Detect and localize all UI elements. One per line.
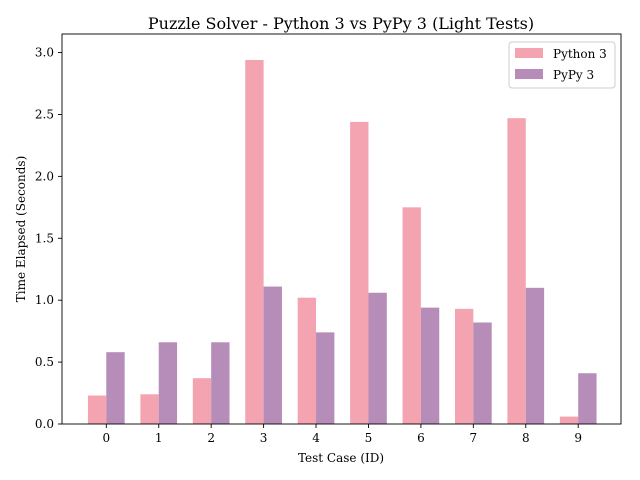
x-axis-label: Test Case (ID): [298, 451, 384, 465]
bar-pypy3-5: [368, 292, 387, 424]
bar-python3-5: [350, 121, 369, 425]
bar-pypy3-9: [578, 373, 597, 424]
y-tick-label: 2.5: [35, 107, 54, 121]
x-tick-label: 8: [522, 431, 530, 445]
bar-python3-4: [297, 297, 317, 424]
bar-python3-7: [454, 308, 474, 424]
bar-python3-3: [245, 60, 264, 424]
bars-group: [87, 60, 597, 425]
y-tick-label: 1.5: [35, 231, 54, 245]
y-tick-label: 3.0: [35, 46, 54, 60]
bar-pypy3-4: [316, 332, 335, 424]
y-tick-label: 2.0: [35, 169, 54, 183]
bar-python3-2: [192, 378, 212, 424]
x-tick-label: 7: [470, 431, 478, 445]
plot-frame: [61, 33, 622, 425]
bar-pypy3-3: [263, 286, 282, 424]
bar-python3-6: [402, 207, 421, 424]
x-tick-label: 3: [260, 431, 268, 445]
legend: Python 3 PyPy 3: [508, 41, 616, 89]
bar-pypy3-2: [211, 342, 230, 424]
bar-python3-1: [140, 394, 159, 424]
x-tick-label: 0: [102, 431, 110, 445]
y-axis-ticks: 0.0 0.5 1.0 1.5 2.0 2.5 3.0: [35, 46, 62, 431]
chart-title: Puzzle Solver - Python 3 vs PyPy 3 (Ligh…: [148, 14, 534, 33]
y-axis-label: Time Elapsed (Seconds): [14, 156, 28, 303]
bar-python3-8: [507, 118, 526, 424]
x-tick-label: 6: [417, 431, 425, 445]
legend-swatch-python3: [515, 48, 543, 58]
legend-swatch-pypy3: [515, 69, 543, 79]
bar-pypy3-7: [473, 322, 492, 424]
y-tick-label: 1.0: [35, 293, 54, 307]
x-tick-label: 5: [365, 431, 373, 445]
bar-python3-0: [87, 395, 107, 424]
x-tick-label: 2: [207, 431, 215, 445]
bar-pypy3-6: [420, 307, 440, 424]
x-tick-label: 9: [574, 431, 582, 445]
y-tick-label: 0.0: [35, 417, 54, 431]
legend-label-python3: Python 3: [553, 47, 607, 61]
x-tick-label: 4: [312, 431, 320, 445]
x-tick-label: 1: [155, 431, 163, 445]
bar-pypy3-1: [158, 342, 178, 424]
y-tick-label: 0.5: [35, 355, 54, 369]
bar-pypy3-0: [106, 352, 125, 424]
legend-label-pypy3: PyPy 3: [553, 68, 594, 82]
bar-python3-9: [559, 416, 579, 424]
bar-pypy3-8: [525, 287, 545, 424]
x-axis-ticks: 0 1 2 3 4 5 6 7 8 9: [102, 424, 582, 445]
